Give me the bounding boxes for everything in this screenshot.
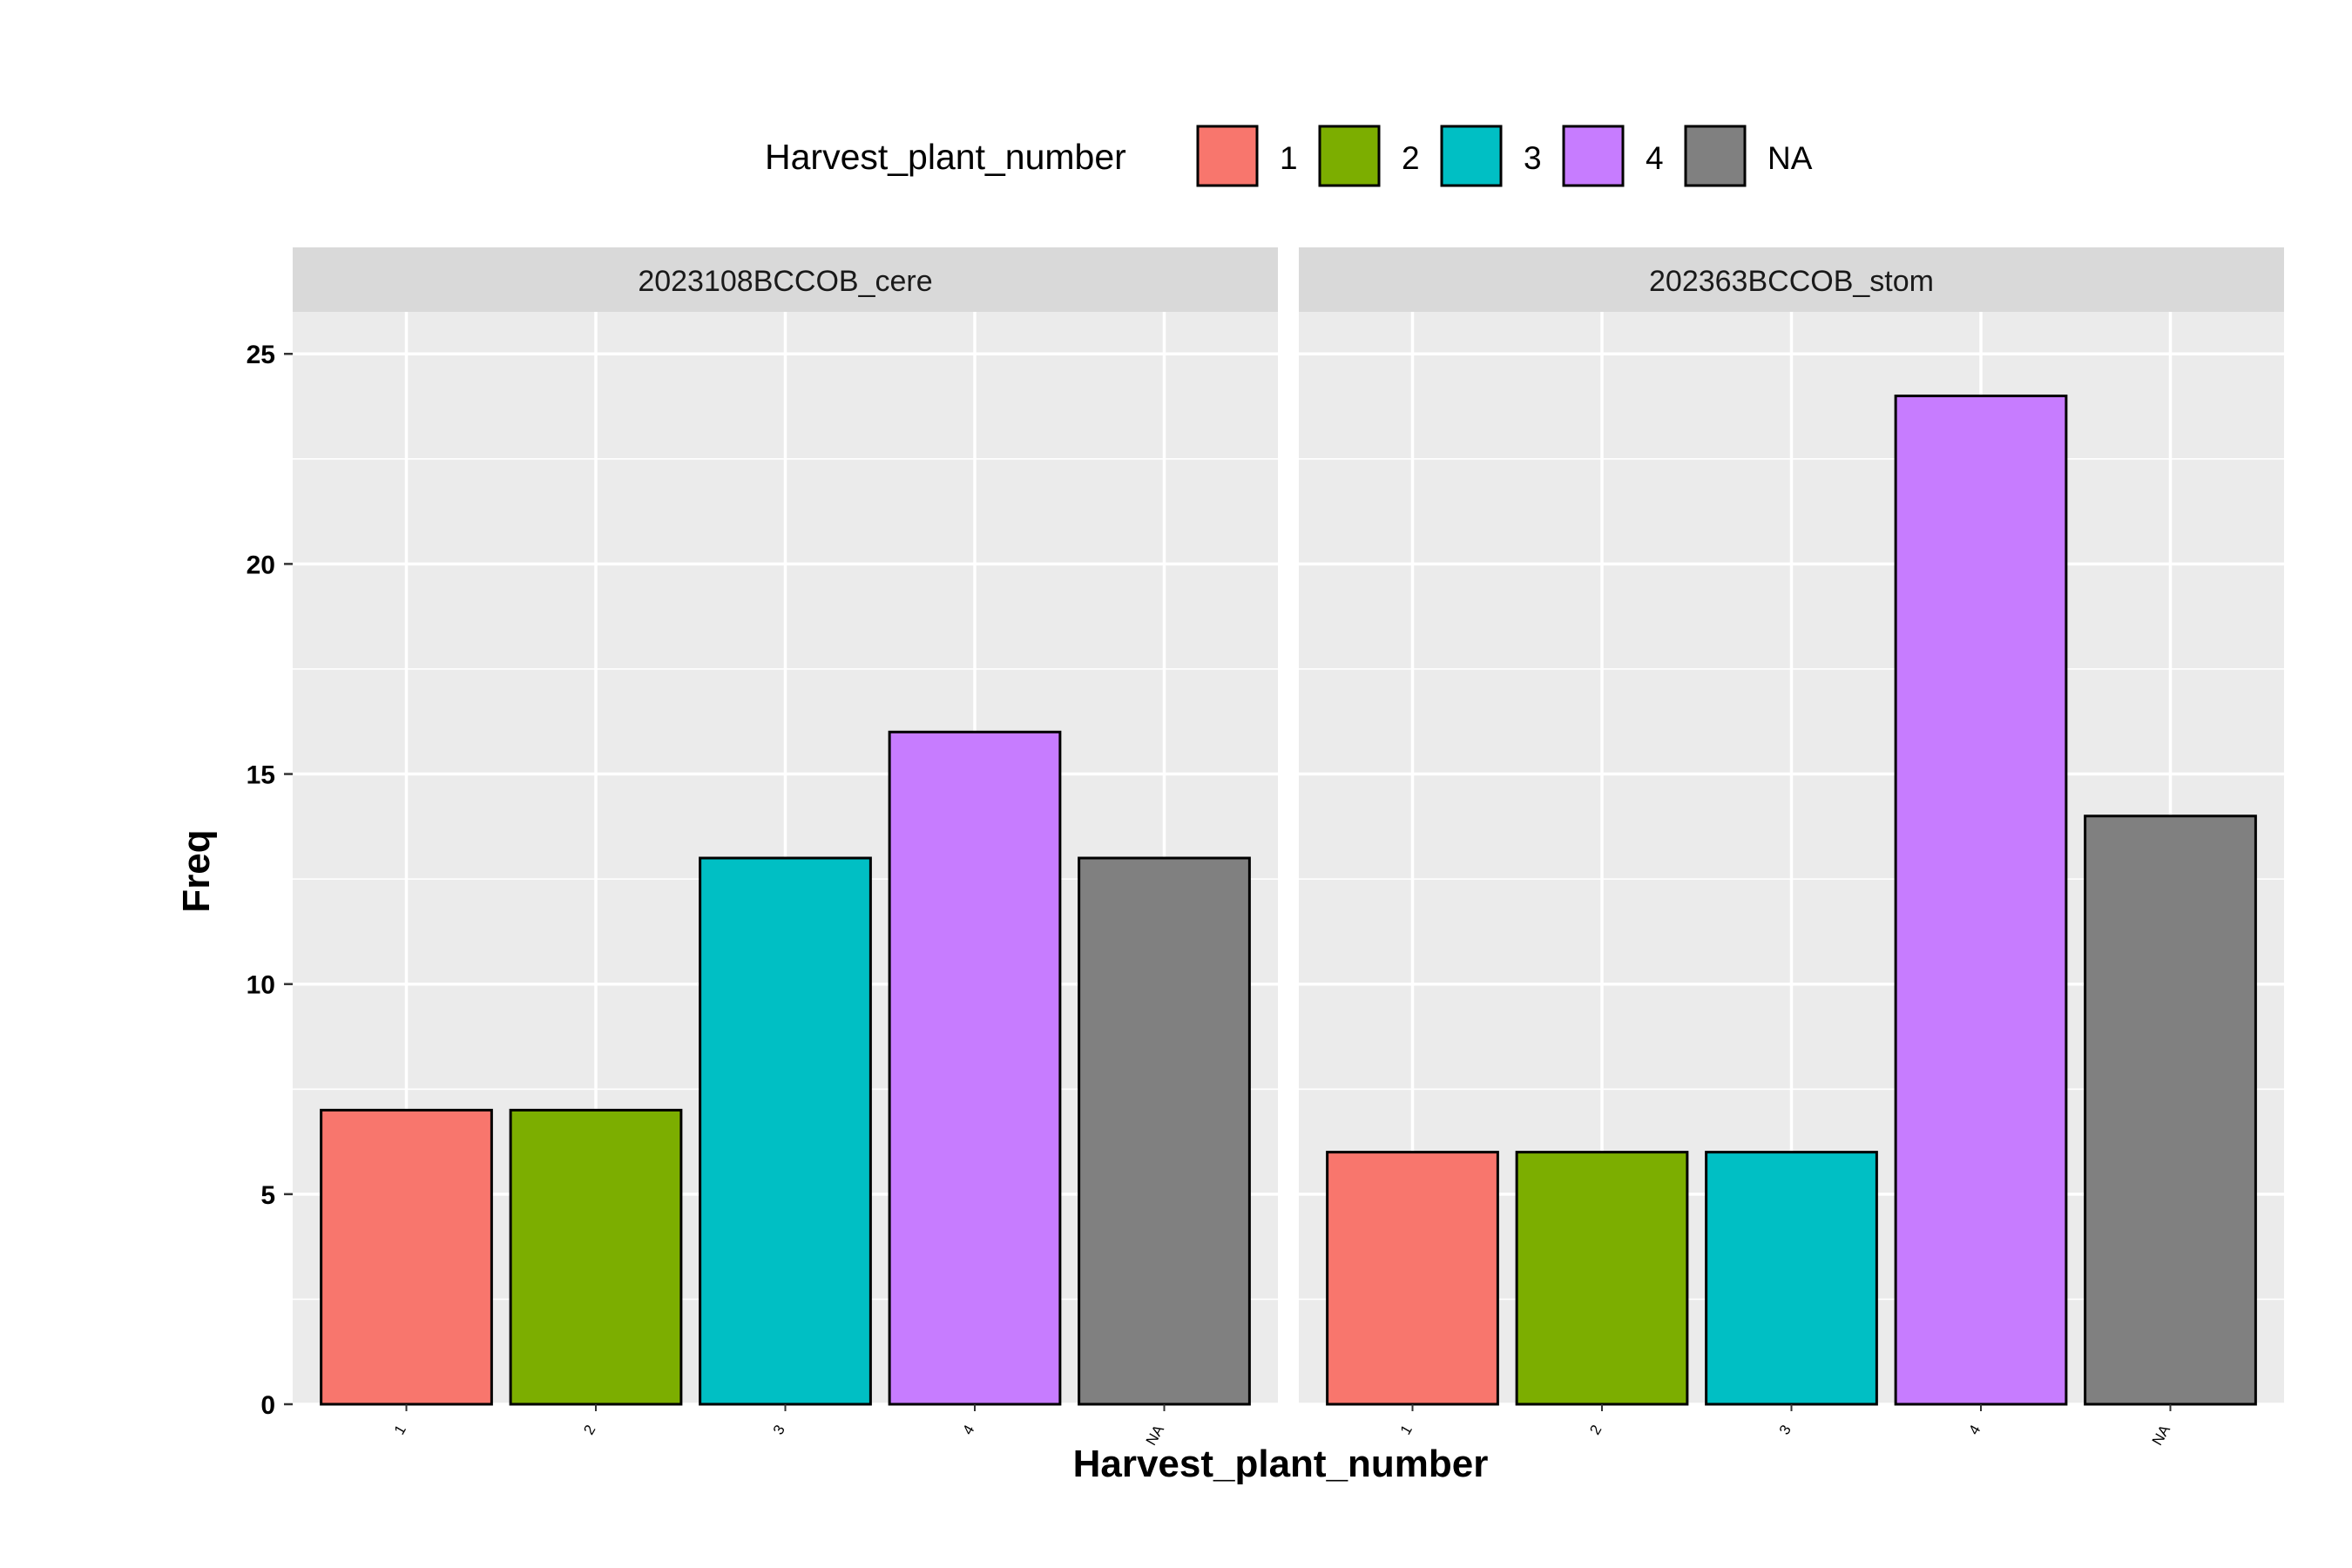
- y-axis: 0 5 10 15 20 25: [247, 341, 293, 1420]
- bar-4: [888, 730, 1062, 1406]
- legend-key-3: [1440, 125, 1503, 187]
- y-axis-title: Freq: [175, 829, 218, 912]
- bar-1: [320, 1108, 493, 1406]
- y-tick-label: 15: [247, 761, 275, 790]
- legend-key-4: [1562, 125, 1625, 187]
- x-tick-label: 3: [1776, 1423, 1794, 1438]
- bar-3: [699, 856, 872, 1406]
- bar-na: [1078, 856, 1251, 1406]
- x-tick-label: 1: [1397, 1423, 1416, 1438]
- bar-2: [509, 1108, 683, 1406]
- bar-4: [1894, 394, 2068, 1406]
- y-tick-label: 10: [247, 971, 275, 1000]
- panel-2: 202363BCCOB_stom 1 2 3 4 NA: [1299, 247, 2284, 1448]
- x-tick-label: 4: [959, 1423, 977, 1438]
- x-tick-label: 3: [770, 1423, 788, 1438]
- y-tick-label: 0: [260, 1391, 275, 1420]
- x-tick-label: 4: [1965, 1423, 1984, 1438]
- legend-title: Harvest_plant_number: [765, 137, 1126, 177]
- y-tick-label: 25: [247, 341, 275, 369]
- x-tick-label: NA: [2149, 1422, 2174, 1449]
- bar-2: [1515, 1151, 1689, 1406]
- y-tick-label: 20: [247, 551, 275, 579]
- legend-label-na: NA: [1767, 140, 1813, 176]
- facet-label: 202363BCCOB_stom: [1649, 265, 1934, 298]
- facet-strip: [1299, 247, 2284, 312]
- bar-1: [1326, 1151, 1499, 1406]
- legend-key-1: [1196, 125, 1259, 187]
- legend-key-2: [1318, 125, 1381, 187]
- legend-label-1: 1: [1280, 140, 1298, 176]
- legend-label-3: 3: [1524, 140, 1542, 176]
- x-tick-label: 1: [391, 1423, 409, 1438]
- bar-na: [2084, 814, 2257, 1406]
- facet-strip: [293, 247, 1278, 312]
- legend-key-na: [1684, 125, 1747, 187]
- x-axis-title: Harvest_plant_number: [1073, 1443, 1489, 1485]
- bar-3: [1705, 1151, 1878, 1406]
- legend: Harvest_plant_number 1 2 3 4 NA: [765, 125, 1813, 187]
- x-tick-label: 2: [1586, 1423, 1605, 1438]
- panels: 2023108BCCOB_cere 1 2 3 4 NA 202363BCCOB_stom 1…: [247, 247, 2284, 1448]
- facet-label: 2023108BCCOB_cere: [638, 265, 932, 298]
- legend-label-4: 4: [1646, 140, 1664, 176]
- x-tick-label: 2: [580, 1423, 598, 1438]
- legend-label-2: 2: [1402, 140, 1420, 176]
- y-tick-label: 5: [260, 1181, 275, 1210]
